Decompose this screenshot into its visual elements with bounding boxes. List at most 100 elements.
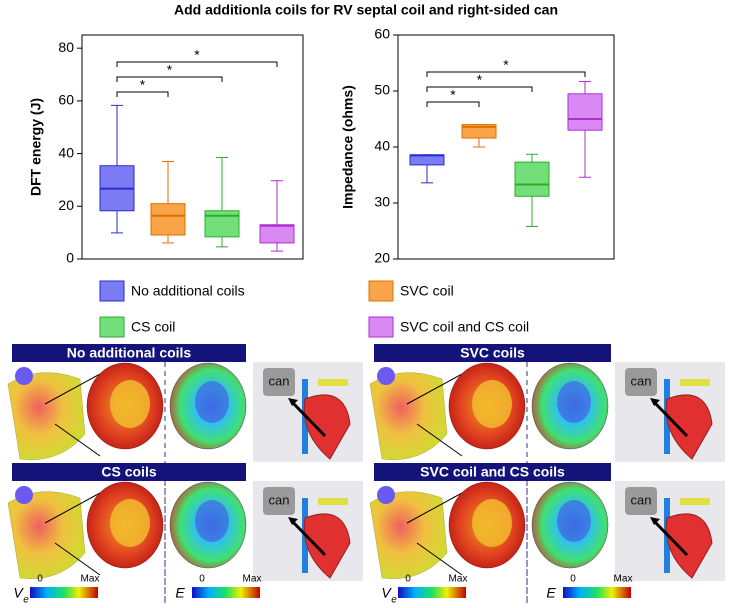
panel-header [12, 463, 246, 481]
colorbar-subscript: e [23, 595, 29, 606]
can-label: can [269, 492, 290, 507]
significance-label: * [450, 87, 456, 103]
significance-label: * [477, 72, 483, 88]
vessel [680, 498, 710, 505]
significance-label: * [167, 62, 173, 78]
significance-bracket [426, 71, 586, 77]
colorbar-max: Max [614, 574, 633, 585]
y-tick-label: 20 [374, 250, 390, 266]
heart-cavity [110, 499, 150, 547]
significance-bracket [116, 91, 169, 97]
colorbar-symbol: E [175, 585, 185, 601]
legend-swatch [368, 280, 394, 302]
colorbar-symbol: E [546, 585, 556, 601]
arrow-head [650, 398, 660, 406]
field-arrow [290, 519, 327, 557]
field-arrow [652, 400, 689, 438]
box [567, 93, 603, 131]
significance-label: * [194, 47, 200, 63]
torso-model [7, 491, 86, 579]
legend-label: SVC coil and CS coil [400, 319, 529, 335]
vessel [318, 379, 348, 386]
y-tick-label: 0 [66, 250, 74, 266]
colorbar-min: 0 [570, 574, 576, 585]
can-site [377, 367, 395, 385]
y-tick-label: 60 [58, 92, 74, 108]
arrow-head [288, 517, 298, 525]
colorbar-min: 0 [37, 574, 43, 585]
heart-schematic [303, 513, 351, 579]
significance-bracket [426, 101, 480, 107]
heart-cavity [110, 380, 150, 428]
torso-model [7, 372, 86, 460]
heart-cavity [195, 381, 229, 423]
colorbar-min: 0 [405, 574, 411, 585]
y-axis-label: DFT energy (J) [28, 98, 44, 196]
can-box [625, 487, 657, 515]
panel-title: SVC coil and CS coils [420, 464, 565, 480]
legend-label: SVC coil [400, 283, 454, 299]
panel-title: CS coils [101, 464, 156, 480]
can-box [625, 368, 657, 396]
y-tick-label: 20 [58, 197, 74, 213]
figure-title: Add additionla coils for RV septal coil … [174, 2, 558, 18]
pointer [54, 542, 101, 576]
vessel [680, 379, 710, 386]
colorbar [398, 587, 466, 598]
y-tick-label: 40 [374, 138, 390, 154]
torso-model [369, 491, 448, 579]
field-arrow [652, 519, 689, 557]
colorbar-min: 0 [199, 574, 205, 585]
field-arrow [290, 400, 327, 438]
colorbar-max: Max [243, 574, 262, 585]
legend-swatch [99, 316, 125, 338]
colorbar-symbol: V [13, 585, 24, 601]
heart-cavity [195, 500, 229, 542]
panel-title: SVC coils [460, 345, 525, 361]
pointer [406, 373, 463, 405]
y-tick-label: 40 [58, 144, 74, 160]
pointer [416, 542, 463, 576]
vessel [318, 498, 348, 505]
can-label: can [631, 373, 652, 388]
box [259, 224, 295, 244]
box [204, 210, 240, 238]
heart-schematic [303, 394, 351, 460]
torso-model [369, 372, 448, 460]
y-tick-label: 80 [58, 39, 74, 55]
pointer [44, 373, 101, 405]
panel-title: No additional coils [67, 345, 192, 361]
arrow-head [288, 398, 298, 406]
significance-bracket [116, 76, 223, 82]
can-box [263, 368, 295, 396]
panel-header [374, 463, 611, 481]
box [461, 124, 497, 139]
significance-label: * [503, 57, 509, 73]
y-tick-label: 30 [374, 194, 390, 210]
colorbar [30, 587, 98, 598]
pointer [54, 423, 101, 457]
colorbar-subscript: e [391, 595, 397, 606]
heart-schematic [665, 513, 713, 579]
legend-swatch [368, 316, 394, 338]
can-site [15, 367, 33, 385]
pointer [406, 492, 463, 524]
colorbar [563, 587, 631, 598]
colorbar-max: Max [81, 574, 100, 585]
can-site [15, 486, 33, 504]
can-label: can [631, 492, 652, 507]
box [150, 203, 186, 236]
colorbar-symbol: V [381, 585, 392, 601]
arrow-head [650, 517, 660, 525]
heart-schematic [665, 394, 713, 460]
legend-label: CS coil [131, 319, 175, 335]
legend-swatch [99, 280, 125, 302]
plot-frame [81, 34, 304, 260]
colorbar [192, 587, 260, 598]
y-tick-label: 60 [374, 26, 390, 42]
can-label: can [269, 373, 290, 388]
heart-cavity [472, 499, 512, 547]
colorbar-max: Max [449, 574, 468, 585]
heart-cavity [472, 380, 512, 428]
y-tick-label: 50 [374, 82, 390, 98]
